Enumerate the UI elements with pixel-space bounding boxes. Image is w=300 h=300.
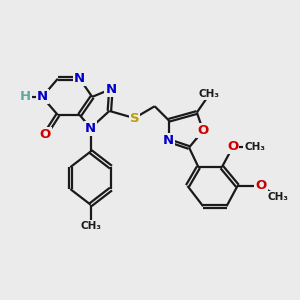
Text: CH₃: CH₃ xyxy=(80,220,101,231)
Text: H: H xyxy=(20,90,31,104)
Text: N: N xyxy=(163,134,174,147)
Text: O: O xyxy=(197,124,209,137)
Text: N: N xyxy=(37,90,48,104)
Text: N: N xyxy=(85,122,96,135)
Text: CH₃: CH₃ xyxy=(244,142,265,152)
Text: S: S xyxy=(130,112,139,124)
Text: CH₃: CH₃ xyxy=(268,192,289,202)
Text: N: N xyxy=(105,82,116,96)
Text: CH₃: CH₃ xyxy=(199,89,220,99)
Text: O: O xyxy=(255,179,267,192)
Text: N: N xyxy=(74,72,85,85)
Text: O: O xyxy=(40,128,51,141)
Text: O: O xyxy=(227,140,238,153)
